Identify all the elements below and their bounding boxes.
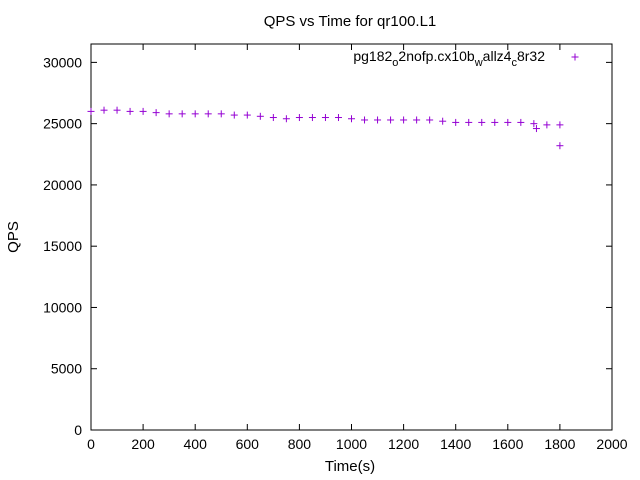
x-tick-label: 1600 (492, 436, 523, 452)
y-tick-label: 15000 (43, 238, 82, 254)
data-point (491, 118, 499, 126)
x-tick-label: 800 (288, 436, 312, 452)
y-tick-label: 0 (74, 422, 82, 438)
y-tick-label: 25000 (43, 116, 82, 132)
data-point (100, 106, 108, 114)
data-point (87, 107, 95, 115)
data-point (230, 111, 238, 119)
data-point (478, 118, 486, 126)
data-point (243, 111, 251, 119)
legend-marker-icon (571, 53, 579, 61)
data-point (452, 118, 460, 126)
data-point (269, 114, 277, 122)
x-tick-label: 1200 (388, 436, 419, 452)
legend-label-part: allz4 (483, 48, 512, 64)
x-tick-label: 1800 (544, 436, 575, 452)
y-axis: 0 5000 10000 15000 20000 25000 30000 (43, 54, 612, 438)
data-point (465, 118, 473, 126)
data-point (139, 107, 147, 115)
data-point (152, 109, 160, 117)
data-point (126, 107, 134, 115)
data-point (374, 116, 382, 124)
data-point (413, 116, 421, 124)
data-point (308, 114, 316, 122)
y-tick-label: 10000 (43, 299, 82, 315)
x-tick-label: 600 (236, 436, 260, 452)
legend-label-subscript: c (511, 57, 517, 69)
data-point (517, 118, 525, 126)
y-axis-label: QPS (5, 221, 22, 253)
data-point (295, 114, 303, 122)
data-point (191, 110, 199, 118)
data-point (165, 110, 173, 118)
legend-label-subscript: o (392, 57, 398, 69)
x-tick-label: 400 (184, 436, 208, 452)
y-tick-label: 20000 (43, 177, 82, 193)
data-point (256, 112, 264, 120)
x-axis-label: Time(s) (325, 458, 375, 475)
legend-label-part: pg182 (353, 48, 392, 64)
data-point (204, 110, 212, 118)
legend-label-subscript: w (474, 57, 483, 69)
x-tick-label: 1000 (336, 436, 367, 452)
data-point (543, 121, 551, 129)
data-point (113, 106, 121, 114)
chart-title: QPS vs Time for qr100.L1 (264, 13, 437, 30)
data-point (334, 114, 342, 122)
x-tick-label: 200 (131, 436, 155, 452)
data-point (321, 114, 329, 122)
y-tick-label: 30000 (43, 54, 82, 70)
legend-label-part: 2nofp.cx10b (398, 48, 474, 64)
data-point (178, 110, 186, 118)
x-tick-label: 0 (87, 436, 95, 452)
data-point (504, 118, 512, 126)
legend-label: pg182o2nofp.cx10bwallz4c8r32 (353, 48, 545, 69)
legend-marker (571, 53, 579, 61)
data-point (282, 115, 290, 123)
data-point (387, 116, 395, 124)
data-point (400, 116, 408, 124)
data-point (532, 125, 540, 133)
data-point (556, 121, 564, 129)
data-point (530, 120, 538, 128)
series-points (87, 106, 564, 150)
data-point (348, 115, 355, 123)
data-point (217, 110, 225, 118)
x-tick-label: 1400 (440, 436, 471, 452)
data-point (556, 142, 564, 150)
x-axis: 0 200 400 600 800 1000 1200 1400 1600 1800 2000 (87, 44, 628, 452)
data-point (361, 116, 369, 124)
legend-label-part: 8r32 (517, 48, 545, 64)
x-tick-label: 2000 (596, 436, 627, 452)
data-point (426, 116, 434, 124)
plot-frame (90, 43, 613, 431)
y-tick-label: 5000 (51, 361, 82, 377)
data-point (439, 117, 447, 125)
